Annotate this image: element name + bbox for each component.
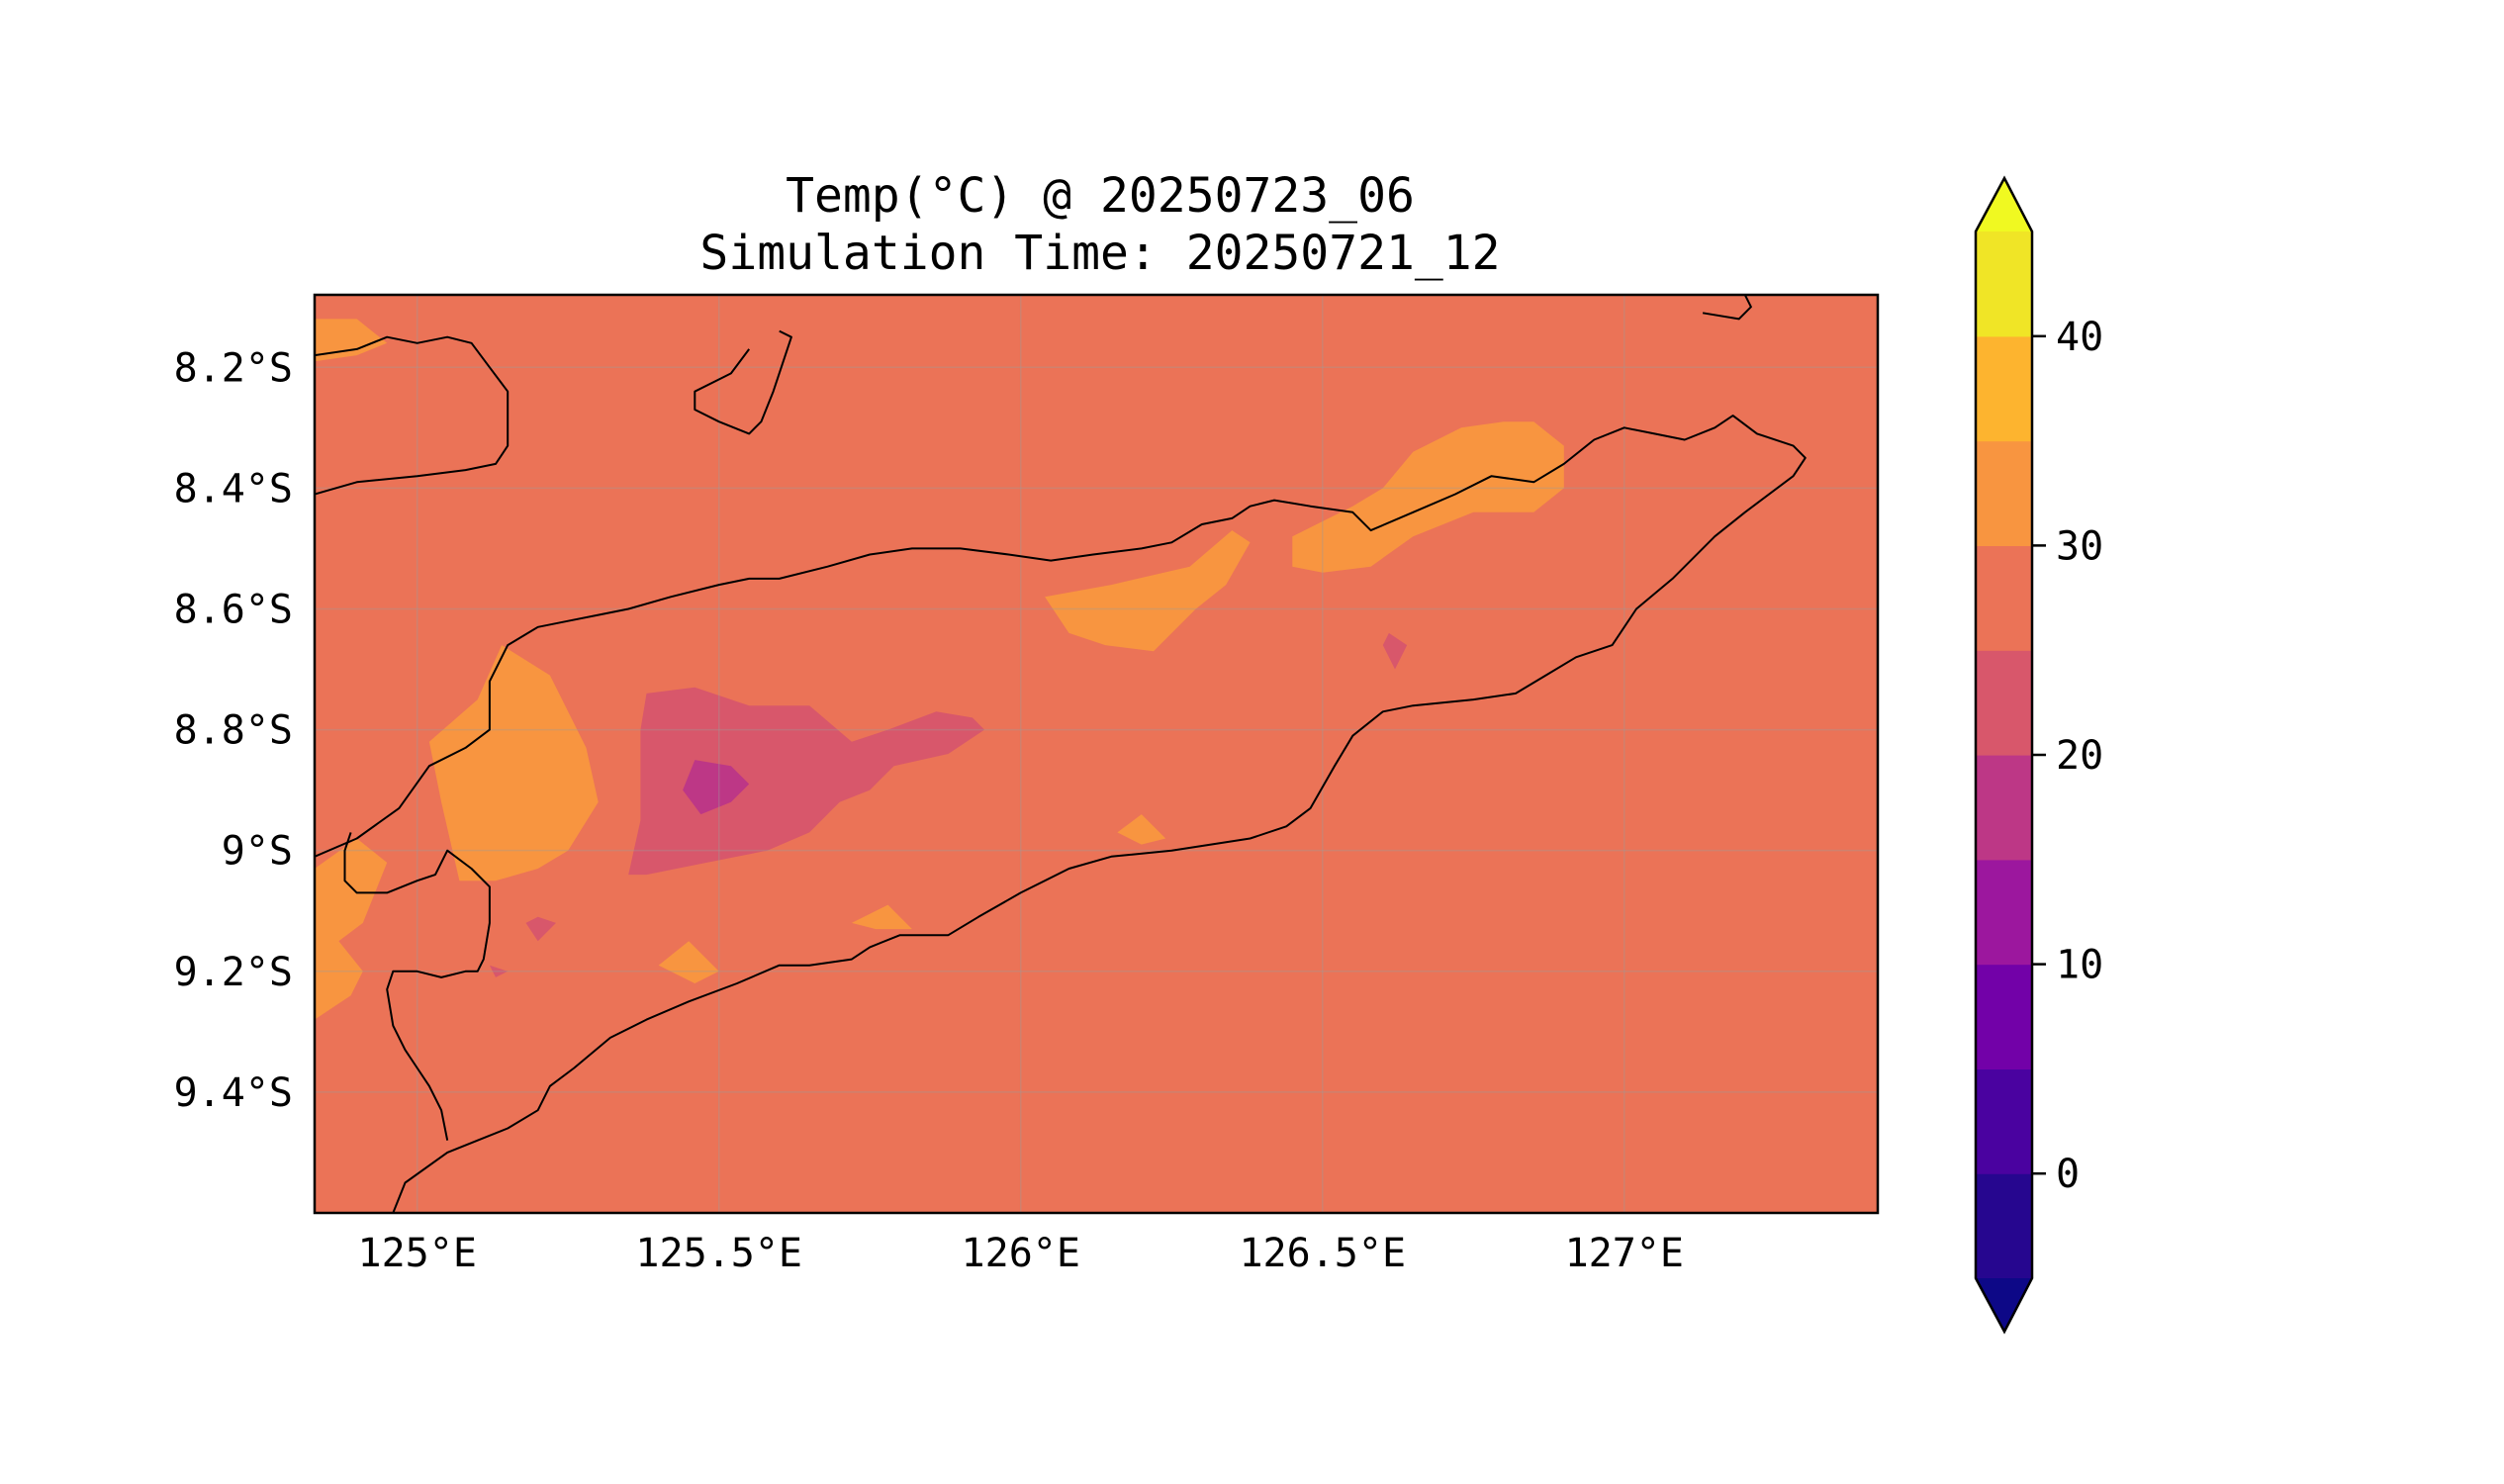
colorbar: 0 10 20 30 40 [1974,175,2103,1335]
coastline-0 [315,335,510,496]
x-tick-label-3: 126.5°E [1239,1231,1406,1276]
y-tick-label-0: 8.2°S [174,345,293,391]
colorbar-tick-label-3: 30 [2056,523,2103,569]
contour-region-20-25-10 [525,916,556,942]
contour-region-30-35-7 [1117,814,1166,845]
figure-title-line-1: Temp(°C) @ 20250723_06 [786,168,1415,224]
temperature-contour-layer [315,319,1564,1020]
colorbar-level-9 [1976,232,2032,337]
contour-region-20-25-11 [1382,632,1408,670]
colorbar-extend-under [1976,1278,2032,1332]
coastline-1 [694,329,792,435]
colorbar-level-8 [1976,335,2032,442]
contour-region-30-35-1 [428,645,599,881]
y-tick-label-3: 8.8°S [174,708,293,754]
contour-region-30-35-5 [658,941,719,983]
contour-region-30-35-3 [1045,530,1251,652]
coastline-3 [315,415,1807,1213]
contour-region-30-35-4 [1292,421,1564,573]
colorbar-level-4 [1976,755,2032,861]
colorbar-level-5 [1976,650,2032,756]
coastline-4 [343,832,491,1141]
x-tick-label-1: 125.5°E [635,1231,802,1276]
y-tick-label-6: 9.4°S [174,1070,293,1116]
figure-title-line-2: Simulation Time: 20250721_12 [699,226,1500,281]
y-tick-label-1: 8.4°S [174,466,293,511]
longitude-ticks: 125°E 125.5°E 126°E 126.5°E 127°E [357,1231,1683,1276]
colorbar-tick-label-1: 10 [2056,943,2103,988]
colorbar-level-1 [1976,1068,2032,1174]
gridlines [315,295,1878,1213]
coastline-layer [315,295,1807,1213]
colorbar-tick-label-4: 40 [2056,315,2103,360]
colorbar-level-3 [1976,859,2032,966]
colorbar-ticks: 0 10 20 30 40 [2032,315,2103,1197]
colorbar-level-0 [1976,1173,2032,1279]
y-tick-label-4: 9°S [222,829,293,875]
x-tick-label-2: 126°E [962,1231,1080,1276]
colorbar-extend-over [1976,178,2032,232]
colorbar-tick-label-0: 0 [2056,1152,2080,1197]
colorbar-level-6 [1976,545,2032,651]
colorbar-outline [1974,175,2034,1335]
contour-region-20-25-12 [489,965,509,977]
coastline-2 [1697,295,1752,321]
x-tick-label-4: 127°E [1565,1231,1684,1276]
y-tick-label-2: 8.6°S [174,587,293,632]
colorbar-tick-label-2: 20 [2056,733,2103,779]
colorbar-levels [1976,232,2032,1279]
x-tick-label-0: 125°E [357,1231,476,1276]
map-frame [313,293,1880,1215]
contour-region-30-35-6 [851,904,912,930]
contour-region-15-20-9 [683,760,750,815]
contour-region-30-35-2 [315,838,388,1020]
contour-region-30-35-0 [315,319,388,362]
contour-region-20-25-8 [628,687,985,876]
y-tick-label-5: 9.2°S [174,950,293,995]
colorbar-level-2 [1976,964,2032,1069]
colorbar-level-7 [1976,440,2032,546]
map-axes [313,293,1880,1215]
latitude-ticks: 8.2°S 8.4°S 8.6°S 8.8°S 9°S 9.2°S 9.4°S [174,345,293,1116]
